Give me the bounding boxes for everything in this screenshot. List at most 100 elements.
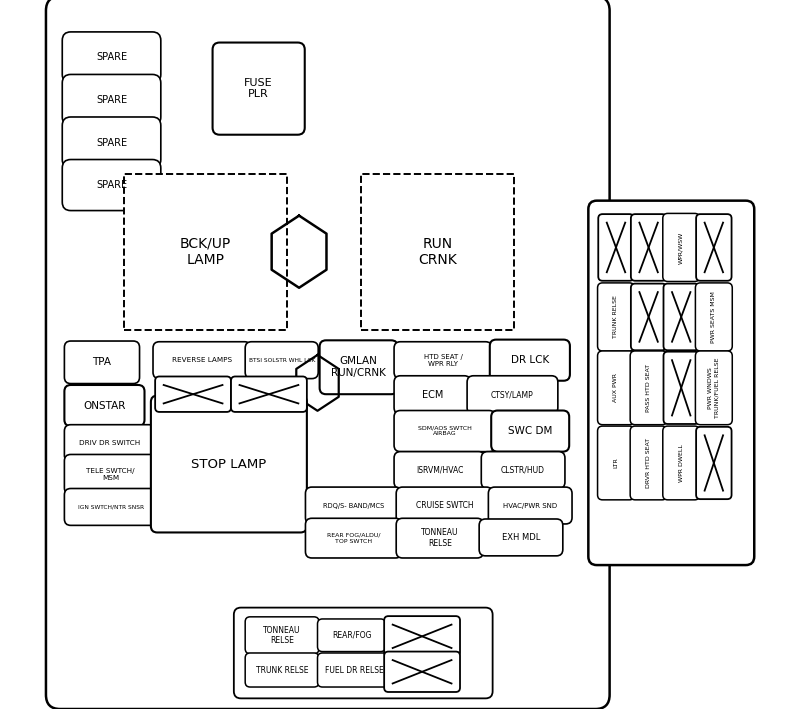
FancyBboxPatch shape — [62, 74, 161, 125]
Text: ISRVM/HVAC: ISRVM/HVAC — [416, 466, 463, 474]
Text: TONNEAU
RELSE: TONNEAU RELSE — [421, 528, 459, 548]
FancyBboxPatch shape — [318, 653, 391, 687]
FancyBboxPatch shape — [65, 489, 158, 525]
Text: SDM/AOS SWTCH
AIRBAG: SDM/AOS SWTCH AIRBAG — [418, 425, 472, 437]
Text: REAR FOG/ALDU/
TOP SWTCH: REAR FOG/ALDU/ TOP SWTCH — [327, 532, 381, 544]
Text: PASS HTD SEAT: PASS HTD SEAT — [646, 364, 651, 412]
FancyBboxPatch shape — [467, 376, 558, 414]
Text: SPARE: SPARE — [96, 95, 127, 105]
Text: CLSTR/HUD: CLSTR/HUD — [501, 466, 545, 474]
Text: REAR/FOG: REAR/FOG — [332, 631, 372, 640]
FancyBboxPatch shape — [696, 283, 732, 351]
FancyBboxPatch shape — [663, 213, 700, 281]
Bar — [361, 174, 514, 330]
FancyBboxPatch shape — [663, 426, 700, 500]
Text: HTD SEAT /
WPR RLY: HTD SEAT / WPR RLY — [423, 354, 462, 367]
FancyBboxPatch shape — [630, 351, 667, 425]
FancyBboxPatch shape — [588, 201, 754, 565]
FancyBboxPatch shape — [630, 426, 667, 500]
Text: SPARE: SPARE — [96, 138, 127, 147]
Text: REVERSE LAMPS: REVERSE LAMPS — [172, 357, 232, 363]
Text: FUEL DR RELSE: FUEL DR RELSE — [325, 666, 384, 674]
Text: CRUISE SWTCH: CRUISE SWTCH — [415, 501, 473, 510]
FancyBboxPatch shape — [598, 351, 634, 425]
Text: LTR: LTR — [613, 457, 618, 469]
Text: STOP LAMP: STOP LAMP — [191, 457, 267, 471]
FancyBboxPatch shape — [234, 608, 493, 698]
FancyBboxPatch shape — [394, 411, 495, 452]
FancyBboxPatch shape — [696, 351, 732, 425]
FancyBboxPatch shape — [394, 376, 470, 414]
FancyBboxPatch shape — [65, 341, 140, 384]
FancyBboxPatch shape — [696, 214, 731, 281]
FancyBboxPatch shape — [155, 376, 231, 412]
FancyBboxPatch shape — [490, 340, 570, 381]
FancyBboxPatch shape — [65, 385, 145, 426]
FancyBboxPatch shape — [631, 284, 667, 350]
FancyBboxPatch shape — [394, 342, 492, 379]
Text: IGN SWTCH/NTR SNSR: IGN SWTCH/NTR SNSR — [78, 504, 145, 510]
Text: FUSE
PLR: FUSE PLR — [244, 78, 273, 99]
FancyBboxPatch shape — [65, 454, 157, 494]
Text: ONSTAR: ONSTAR — [83, 401, 125, 411]
FancyBboxPatch shape — [305, 518, 402, 558]
FancyBboxPatch shape — [153, 342, 250, 379]
Text: SPARE: SPARE — [96, 52, 127, 62]
FancyBboxPatch shape — [46, 0, 609, 709]
FancyBboxPatch shape — [663, 352, 699, 424]
Text: PWR WNDWS
TRUNK/FUEL RELSE: PWR WNDWS TRUNK/FUEL RELSE — [709, 357, 719, 418]
FancyBboxPatch shape — [62, 160, 161, 211]
FancyBboxPatch shape — [696, 427, 731, 499]
Text: BTSI SOLSTR WHL LCK: BTSI SOLSTR WHL LCK — [249, 357, 315, 363]
Text: GMLAN
RUN/CRNK: GMLAN RUN/CRNK — [331, 357, 386, 378]
Text: DRVR HTD SEAT: DRVR HTD SEAT — [646, 438, 651, 488]
FancyBboxPatch shape — [245, 342, 318, 379]
FancyBboxPatch shape — [394, 452, 485, 489]
Text: AUX PWR: AUX PWR — [613, 374, 618, 402]
FancyBboxPatch shape — [491, 411, 569, 452]
Text: CTSY/LAMP: CTSY/LAMP — [491, 391, 534, 399]
Text: TRUNK RELSE: TRUNK RELSE — [256, 666, 309, 674]
FancyBboxPatch shape — [320, 340, 398, 394]
Text: TONNEAU
RELSE: TONNEAU RELSE — [263, 625, 301, 645]
Text: DR LCK: DR LCK — [511, 355, 549, 365]
FancyBboxPatch shape — [65, 425, 155, 462]
FancyBboxPatch shape — [245, 617, 319, 654]
Text: TRUNK RELSE: TRUNK RELSE — [613, 296, 618, 338]
Text: RDQ/S- BAND/MCS: RDQ/S- BAND/MCS — [323, 503, 385, 508]
FancyBboxPatch shape — [231, 376, 307, 412]
Text: BCK/UP
LAMP: BCK/UP LAMP — [180, 237, 231, 267]
FancyBboxPatch shape — [396, 487, 493, 524]
FancyBboxPatch shape — [62, 117, 161, 168]
Text: WPR/WSW: WPR/WSW — [679, 231, 684, 264]
Text: WPR DWELL: WPR DWELL — [679, 444, 684, 482]
Text: TELE SWTCH/
MSM: TELE SWTCH/ MSM — [86, 468, 135, 481]
Text: DRIV DR SWITCH: DRIV DR SWITCH — [79, 440, 141, 446]
FancyBboxPatch shape — [62, 32, 161, 83]
Bar — [124, 174, 287, 330]
FancyBboxPatch shape — [396, 518, 483, 558]
FancyBboxPatch shape — [384, 616, 460, 657]
FancyBboxPatch shape — [479, 519, 563, 556]
FancyBboxPatch shape — [318, 619, 385, 652]
Text: SWC DM: SWC DM — [508, 426, 553, 436]
FancyBboxPatch shape — [482, 452, 565, 489]
FancyBboxPatch shape — [488, 487, 572, 524]
FancyBboxPatch shape — [598, 283, 634, 351]
FancyBboxPatch shape — [663, 284, 699, 350]
Text: HVAC/PWR SND: HVAC/PWR SND — [503, 503, 558, 508]
Text: RUN
CRNK: RUN CRNK — [419, 237, 457, 267]
FancyBboxPatch shape — [213, 43, 305, 135]
Text: EXH MDL: EXH MDL — [502, 533, 541, 542]
FancyBboxPatch shape — [245, 653, 319, 687]
FancyBboxPatch shape — [598, 426, 634, 500]
Text: PWR SEATS MSM: PWR SEATS MSM — [711, 291, 717, 343]
FancyBboxPatch shape — [305, 487, 402, 524]
FancyBboxPatch shape — [151, 396, 307, 532]
FancyBboxPatch shape — [631, 214, 667, 281]
FancyBboxPatch shape — [598, 214, 633, 281]
Text: TPA: TPA — [92, 357, 112, 367]
Text: ECM: ECM — [422, 390, 443, 400]
Text: SPARE: SPARE — [96, 180, 127, 190]
FancyBboxPatch shape — [384, 652, 460, 692]
